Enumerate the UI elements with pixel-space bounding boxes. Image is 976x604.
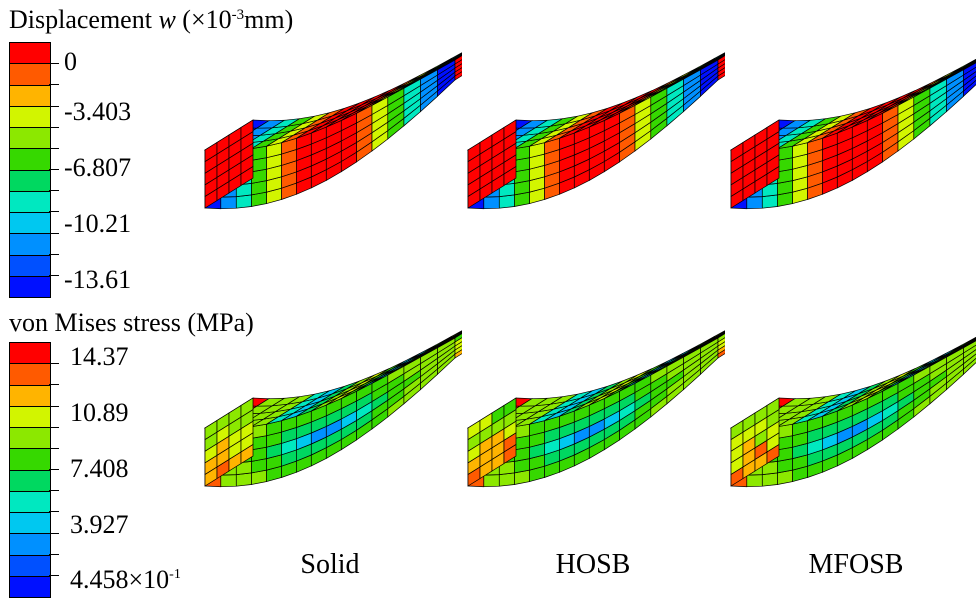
mesh-cell-front	[221, 197, 237, 209]
displacement-colorbar	[9, 42, 51, 298]
colorbar-band	[10, 43, 50, 64]
colorbar-band	[10, 534, 50, 555]
colorbar-band	[10, 343, 50, 364]
mesh-cell-front	[747, 197, 763, 209]
hosb-stress-beam	[463, 318, 725, 518]
colorbar-tick	[49, 190, 59, 191]
mesh-cell-front	[236, 195, 251, 208]
caption-hosb: HOSB	[493, 550, 693, 580]
colorbar-tick	[49, 490, 59, 491]
displacement-legend-title: Displacement w (×10-3mm)	[9, 5, 293, 35]
colorbar-tick	[49, 427, 59, 428]
colorbar-tick	[49, 575, 59, 576]
solid-stress-beam	[200, 318, 462, 518]
caption-solid: Solid	[230, 550, 430, 580]
colorbar-tick	[49, 275, 59, 276]
colorbar-tick	[49, 469, 59, 470]
stress-label-3: 3.927	[70, 512, 129, 538]
displacement-label-3: -10.21	[64, 211, 131, 237]
colorbar-band	[10, 149, 50, 170]
colorbar-band	[10, 64, 50, 85]
colorbar-band	[10, 386, 50, 407]
colorbar-band	[10, 213, 50, 234]
mesh-cell-front	[762, 473, 777, 486]
mesh-cell-front	[221, 475, 237, 487]
stress-label-4: 4.458×10-1	[70, 567, 181, 593]
colorbar-tick	[49, 533, 59, 534]
stress-label-2: 7.408	[70, 456, 129, 482]
displacement-label-1: -3.403	[64, 99, 131, 125]
colorbar-tick	[49, 384, 59, 385]
colorbar-tick	[49, 63, 59, 64]
colorbar-band	[10, 234, 50, 255]
displacement-colorbar-ticks	[49, 42, 61, 296]
stress-colorbar	[9, 342, 51, 598]
colorbar-band	[10, 256, 50, 277]
colorbar-tick	[49, 406, 59, 407]
displacement-label-4: -13.61	[64, 267, 131, 293]
hosb-displacement-beam	[463, 40, 725, 240]
mesh-cell-front	[747, 475, 763, 487]
colorbar-tick	[49, 127, 59, 128]
mesh-cell-front	[762, 195, 777, 208]
mesh-cell-front	[484, 475, 500, 487]
colorbar-band	[10, 192, 50, 213]
mfosb-displacement-beam	[726, 40, 976, 240]
colorbar-band	[10, 556, 50, 577]
colorbar-band	[10, 492, 50, 513]
colorbar-tick	[49, 84, 59, 85]
colorbar-band	[10, 471, 50, 492]
colorbar-band	[10, 277, 50, 297]
stress-label-1: 10.89	[70, 400, 129, 426]
colorbar-tick	[49, 363, 59, 364]
colorbar-tick	[49, 448, 59, 449]
caption-mfosb: MFOSB	[756, 550, 956, 580]
mesh-cell-front	[236, 473, 251, 486]
mfosb-stress-beam	[726, 318, 976, 518]
colorbar-band	[10, 513, 50, 534]
colorbar-tick	[49, 554, 59, 555]
colorbar-band	[10, 449, 50, 470]
stress-label-0: 14.37	[70, 344, 129, 370]
solid-displacement-beam	[200, 40, 462, 240]
colorbar-tick	[49, 169, 59, 170]
mesh-cell-front	[499, 195, 514, 208]
colorbar-band	[10, 428, 50, 449]
displacement-label-2: -6.807	[64, 155, 131, 181]
colorbar-tick	[49, 211, 59, 212]
mesh-cell-front	[499, 473, 514, 486]
colorbar-tick	[49, 254, 59, 255]
colorbar-tick	[49, 511, 59, 512]
colorbar-band	[10, 407, 50, 428]
colorbar-tick	[49, 148, 59, 149]
stress-colorbar-ticks	[49, 342, 61, 596]
colorbar-band	[10, 171, 50, 192]
colorbar-tick	[49, 233, 59, 234]
colorbar-band	[10, 107, 50, 128]
colorbar-band	[10, 577, 50, 597]
mesh-cell-front	[484, 197, 500, 209]
displacement-label-0: 0	[64, 49, 77, 75]
colorbar-tick	[49, 106, 59, 107]
colorbar-band	[10, 86, 50, 107]
colorbar-band	[10, 364, 50, 385]
colorbar-band	[10, 128, 50, 149]
